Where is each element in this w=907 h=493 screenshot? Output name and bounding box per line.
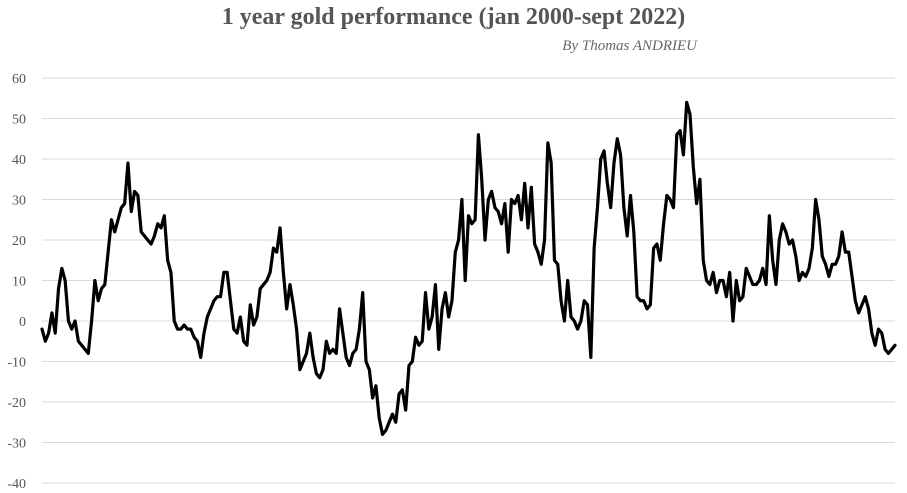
y-tick-label: 30 [12, 194, 26, 209]
y-axis-tick-labels: 60 50 40 30 20 10 0 -10 -20 -30 -40 [7, 72, 26, 492]
y-tick-label: 0 [19, 315, 26, 330]
y-tick-label: 40 [12, 153, 26, 168]
y-tick-label: 60 [12, 72, 26, 87]
chart-subtitle: By Thomas ANDRIEU [562, 38, 697, 54]
y-tick-label: -10 [7, 356, 26, 371]
y-tick-label: -20 [7, 396, 26, 411]
y-tick-label: -40 [7, 477, 26, 492]
y-tick-label: 10 [12, 275, 26, 290]
y-tick-label: -30 [7, 437, 26, 452]
chart-title: 1 year gold performance (jan 2000-sept 2… [221, 4, 686, 30]
y-tick-label: 20 [12, 234, 26, 249]
series-line-0 [40, 100, 897, 436]
gridlines [42, 77, 895, 484]
y-tick-label: 50 [12, 113, 26, 128]
series-lines [40, 100, 897, 436]
